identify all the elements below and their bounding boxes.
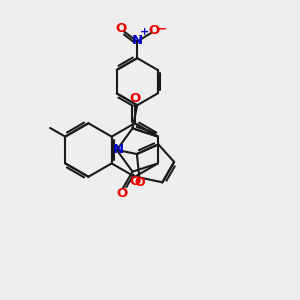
Text: O: O (129, 92, 140, 105)
Text: N: N (132, 34, 143, 47)
Text: −: − (156, 22, 167, 35)
Text: O: O (116, 187, 128, 200)
Text: +: + (140, 27, 149, 37)
Text: O: O (148, 24, 159, 37)
Text: O: O (116, 22, 127, 35)
Text: O: O (134, 176, 145, 189)
Text: N: N (112, 143, 124, 157)
Text: O: O (129, 175, 140, 188)
